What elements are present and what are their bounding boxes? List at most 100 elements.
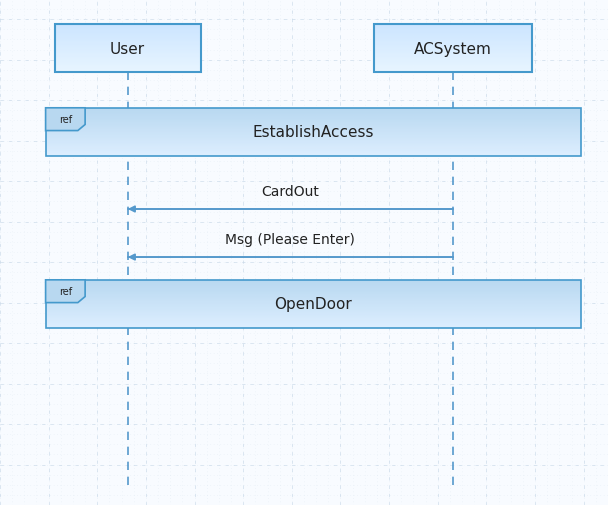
Bar (46, 283, 581, 284)
Bar (55, 36, 201, 37)
Bar (55, 28, 201, 29)
Bar (46, 284, 581, 285)
Bar (46, 129, 581, 130)
Bar (46, 150, 581, 152)
Bar (46, 308, 581, 309)
Bar (46, 286, 581, 287)
Bar (55, 48, 201, 49)
Bar (55, 30, 201, 31)
Bar (46, 321, 581, 322)
Bar (55, 38, 201, 40)
Bar (46, 307, 581, 308)
Bar (55, 67, 201, 69)
Bar (46, 304, 581, 306)
Bar (46, 138, 581, 140)
Bar (46, 127, 581, 128)
Bar (374, 41, 532, 42)
Bar (55, 54, 201, 55)
Bar (374, 34, 532, 35)
Bar (46, 153, 581, 154)
Bar (46, 134, 581, 135)
Bar (374, 54, 532, 55)
Bar (46, 154, 581, 156)
Bar (55, 42, 201, 43)
Bar (46, 290, 581, 291)
Bar (374, 58, 532, 59)
Bar (46, 115, 581, 116)
Bar (46, 319, 581, 320)
Bar (374, 60, 532, 61)
Bar (55, 29, 201, 30)
Polygon shape (46, 109, 85, 131)
Bar (374, 47, 532, 48)
Bar (46, 300, 581, 302)
Bar (55, 49, 201, 50)
Bar (46, 303, 581, 304)
Bar (46, 156, 581, 157)
Bar (374, 29, 532, 30)
Bar (46, 281, 581, 283)
Bar (46, 109, 581, 110)
Bar (55, 65, 201, 66)
Text: CardOut: CardOut (261, 184, 319, 198)
Bar (374, 37, 532, 38)
Bar (374, 72, 532, 73)
Bar (46, 125, 581, 127)
Bar (55, 34, 201, 35)
Bar (46, 137, 581, 138)
Bar (46, 128, 581, 129)
Bar (374, 36, 532, 37)
Bar (55, 40, 201, 41)
Bar (46, 291, 581, 292)
Bar (46, 122, 581, 123)
Text: EstablishAccess: EstablishAccess (252, 125, 374, 140)
Bar (55, 61, 201, 63)
Bar (46, 280, 581, 281)
Bar (374, 43, 532, 44)
Bar (46, 287, 581, 289)
Text: ref: ref (59, 115, 72, 125)
Text: ref: ref (59, 287, 72, 296)
Bar (374, 65, 532, 66)
Bar (46, 327, 581, 328)
Bar (46, 112, 581, 113)
Bar (55, 26, 201, 28)
Bar (55, 43, 201, 44)
Bar (55, 53, 201, 54)
Text: Msg (Please Enter): Msg (Please Enter) (226, 232, 355, 246)
Bar (55, 41, 201, 42)
Bar (46, 312, 581, 313)
Bar (55, 44, 201, 45)
Bar (374, 48, 532, 49)
Bar (46, 298, 581, 299)
Bar (374, 61, 532, 63)
Bar (374, 57, 532, 58)
Text: ACSystem: ACSystem (414, 42, 492, 57)
Bar (55, 47, 201, 48)
Bar (46, 119, 581, 121)
Bar (46, 324, 581, 325)
Bar (55, 35, 201, 36)
Bar (374, 59, 532, 60)
Bar (374, 28, 532, 29)
Bar (374, 49, 532, 50)
Bar (46, 318, 581, 319)
Bar (46, 315, 581, 316)
Bar (55, 45, 201, 47)
Bar (374, 42, 532, 43)
Text: User: User (110, 42, 145, 57)
Bar (374, 31, 532, 32)
Bar (46, 326, 581, 327)
Bar (374, 40, 532, 41)
Bar (46, 140, 581, 141)
Bar (46, 313, 581, 314)
Bar (55, 58, 201, 59)
Bar (46, 295, 581, 296)
Bar (46, 289, 581, 290)
Bar (55, 55, 201, 57)
Bar (46, 148, 581, 149)
Polygon shape (46, 280, 85, 303)
Bar (46, 293, 581, 295)
Bar (46, 325, 581, 326)
Bar (46, 136, 581, 137)
